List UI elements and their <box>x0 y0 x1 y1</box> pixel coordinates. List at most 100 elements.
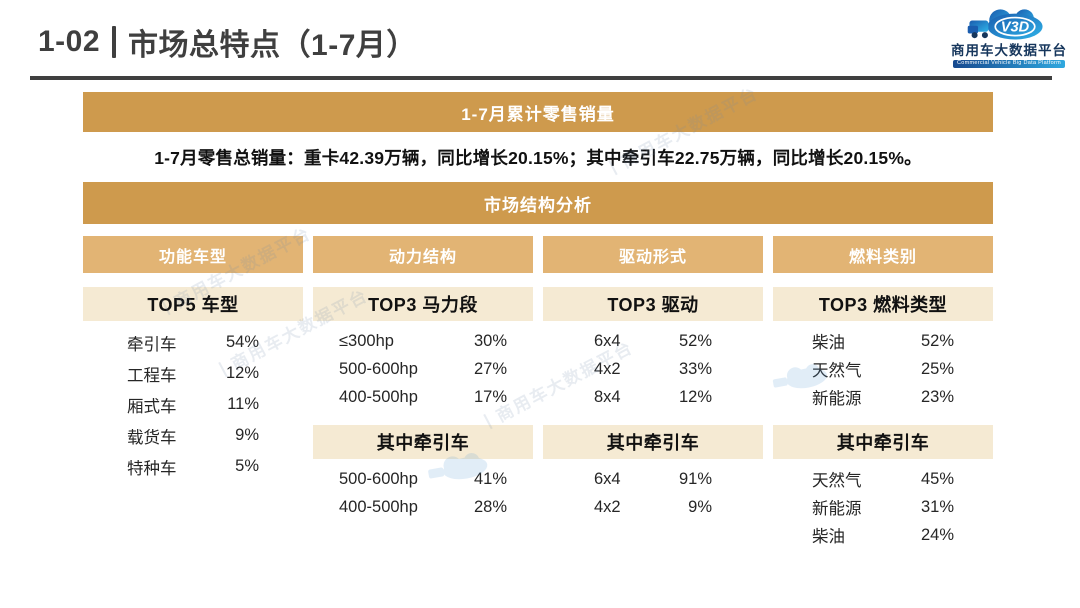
stat-value: 52% <box>920 331 954 350</box>
stat-block: TOP3 马力段 ≤300hp 30% 500-600hp 27% 400-500hp 17… <box>313 287 533 411</box>
stat-row: 400-500hp 17% <box>339 383 507 411</box>
stat-block: TOP3 燃料类型柴油 52% 天然气 25% 新能源 23% <box>773 287 993 411</box>
stat-row: 4x2 33% <box>594 355 712 383</box>
stat-value: 9% <box>235 426 259 444</box>
stat-label: 6x4 <box>594 469 621 488</box>
stat-row: 500-600hp 41% <box>339 465 507 493</box>
stat-label: 500-600hp <box>339 469 418 488</box>
stat-label: 6x4 <box>594 331 621 350</box>
stat-row: 新能源 31% <box>812 493 954 521</box>
stat-row: 新能源 23% <box>812 383 954 411</box>
stat-rows: 牵引车 54% 工程车 12% 厢式车 11% 载货车 9% 特种车 5% <box>83 327 303 482</box>
stat-row: 载货车 9% <box>127 420 259 451</box>
stat-value: 91% <box>678 469 712 488</box>
stat-value: 54% <box>225 333 259 351</box>
stat-label: 4x2 <box>594 359 621 378</box>
stat-value: 41% <box>473 469 507 488</box>
stat-rows: 天然气 45% 新能源 31% 柴油 24% <box>773 465 993 549</box>
block-title: 其中牵引车 <box>773 425 993 459</box>
stat-row: 工程车 12% <box>127 358 259 389</box>
structure-column: 驱动形式 TOP3 驱动 6x4 52% 4x2 33% 8x4 12% 其中牵引车 6x4 91%… <box>543 236 763 549</box>
page-title: 1-02 市场总特点（1-7月） <box>38 20 417 64</box>
stat-label: 8x4 <box>594 387 621 406</box>
stat-value: 11% <box>227 395 259 413</box>
logo-subtitle: Commercial Vehicle Big Data Platform <box>952 59 1066 68</box>
stat-row: 500-600hp 27% <box>339 355 507 383</box>
stat-value: 17% <box>473 387 507 406</box>
stat-value: 52% <box>678 331 712 350</box>
stat-value: 30% <box>473 331 507 350</box>
stat-row: 6x4 52% <box>594 327 712 355</box>
structure-column: 功能车型 TOP5 车型牵引车 54% 工程车 12% 厢式车 11% 载货车 9% 特种车 5% <box>83 236 303 549</box>
title-separator <box>112 26 117 58</box>
stat-block: TOP3 驱动 6x4 52% 4x2 33% 8x4 12% <box>543 287 763 411</box>
stat-row: ≤300hp 30% <box>339 327 507 355</box>
stat-label: 牵引车 <box>127 335 177 354</box>
stat-label: 500-600hp <box>339 359 418 378</box>
stat-row: 400-500hp 28% <box>339 493 507 521</box>
stat-label: 400-500hp <box>339 387 418 406</box>
stat-value: 28% <box>473 497 507 516</box>
stat-block: 其中牵引车 500-600hp 41% 400-500hp 28% <box>313 425 533 521</box>
stat-rows: ≤300hp 30% 500-600hp 27% 400-500hp 17% <box>313 327 533 411</box>
stat-label: 载货车 <box>127 428 177 447</box>
stat-value: 33% <box>678 359 712 378</box>
logo-name: 商用车大数据平台 <box>951 43 1067 58</box>
brand-logo: V3D 商用车大数据平台 Commercial Vehicle Big Data… <box>950 5 1068 68</box>
stat-label: 厢式车 <box>127 397 177 416</box>
block-title: TOP3 驱动 <box>543 287 763 321</box>
block-title: TOP5 车型 <box>83 287 303 321</box>
stat-row: 8x4 12% <box>594 383 712 411</box>
column-header: 功能车型 <box>83 236 303 273</box>
column-header: 动力结构 <box>313 236 533 273</box>
stat-row: 柴油 24% <box>812 521 954 549</box>
block-title: TOP3 燃料类型 <box>773 287 993 321</box>
stat-label: ≤300hp <box>339 331 394 350</box>
column-header: 驱动形式 <box>543 236 763 273</box>
column-header: 燃料类别 <box>773 236 993 273</box>
structure-columns: 功能车型 TOP5 车型 牵引车 54% 工程车 12% 厢式车 11% 载货车 9% 特种车 5% 动… <box>83 236 993 549</box>
stat-value: 45% <box>920 469 954 488</box>
stat-value: 25% <box>920 359 954 378</box>
sales-summary: 1-7月零售总销量：重卡42.39万辆，同比增长20.15%；其中牵引车22.7… <box>154 147 922 168</box>
stat-label: 柴油 <box>812 528 845 546</box>
page-title-number: 1-02 <box>38 25 101 58</box>
stat-rows: 500-600hp 41% 400-500hp 28% <box>313 465 533 521</box>
block-title: 其中牵引车 <box>313 425 533 459</box>
stat-row: 4x2 9% <box>594 493 712 521</box>
block-title: 其中牵引车 <box>543 425 763 459</box>
stat-row: 天然气 25% <box>812 355 954 383</box>
stat-row: 特种车 5% <box>127 451 259 482</box>
block-title: TOP3 马力段 <box>313 287 533 321</box>
stat-rows: 柴油 52% 天然气 25% 新能源 23% <box>773 327 993 411</box>
stat-value: 23% <box>920 387 954 406</box>
structure-column: 动力结构 TOP3 马力段 ≤300hp 30% 500-600hp 27% 400-500… <box>313 236 533 549</box>
sales-banner: 1-7月累计零售销量 <box>83 92 993 132</box>
stat-label: 天然气 <box>812 362 862 380</box>
stat-row: 6x4 91% <box>594 465 712 493</box>
stat-label: 400-500hp <box>339 497 418 516</box>
stat-label: 柴油 <box>812 334 845 352</box>
main-content: 1-7月累计零售销量 1-7月零售总销量：重卡42.39万辆，同比增长20.15… <box>83 92 993 549</box>
stat-label: 新能源 <box>812 390 862 408</box>
stat-value: 9% <box>688 497 712 516</box>
stat-label: 工程车 <box>127 366 177 385</box>
vbd-cloud-icon: V3D <box>967 9 1043 40</box>
page-title-text: 市场总特点（1-7月） <box>128 29 417 62</box>
structure-column: 燃料类别 TOP3 燃料类型柴油 52% 天然气 25% 新能源 23% 其中牵引车 天然气 45… <box>773 236 993 549</box>
stat-block: TOP5 车型牵引车 54% 工程车 12% 厢式车 11% 载货车 9% 特种车 5% <box>83 287 303 482</box>
stat-value: 12% <box>678 387 712 406</box>
stat-value: 5% <box>235 457 259 475</box>
stat-row: 牵引车 54% <box>127 327 259 358</box>
stat-label: 4x2 <box>594 497 621 516</box>
stat-value: 27% <box>473 359 507 378</box>
stat-rows: 6x4 52% 4x2 33% 8x4 12% <box>543 327 763 411</box>
stat-block: 其中牵引车 天然气 45% 新能源 31% 柴油 24% <box>773 425 993 549</box>
stat-label: 新能源 <box>812 500 862 518</box>
logo-mark-text: V3D <box>1001 20 1030 36</box>
title-underline <box>30 76 1052 80</box>
stat-block: 其中牵引车 6x4 91% 4x2 9% <box>543 425 763 521</box>
structure-banner: 市场结构分析 <box>83 182 993 224</box>
stat-value: 31% <box>920 497 954 516</box>
